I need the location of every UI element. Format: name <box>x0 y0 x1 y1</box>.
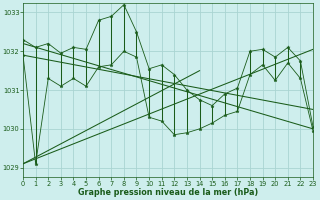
X-axis label: Graphe pression niveau de la mer (hPa): Graphe pression niveau de la mer (hPa) <box>78 188 258 197</box>
